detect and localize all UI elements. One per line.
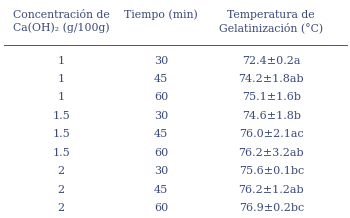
Text: Temperatura de
Gelatinización (°C): Temperatura de Gelatinización (°C) <box>219 10 323 34</box>
Text: 1.5: 1.5 <box>52 111 70 121</box>
Text: 75.6±0.1bc: 75.6±0.1bc <box>239 166 304 176</box>
Text: 30: 30 <box>154 111 168 121</box>
Text: 30: 30 <box>154 56 168 66</box>
Text: 60: 60 <box>154 148 168 158</box>
Text: 76.9±0.2bc: 76.9±0.2bc <box>239 203 304 213</box>
Text: 45: 45 <box>154 184 168 194</box>
Text: Tiempo (min): Tiempo (min) <box>124 10 198 20</box>
Text: 1: 1 <box>58 92 65 102</box>
Text: 1.5: 1.5 <box>52 129 70 139</box>
Text: 1: 1 <box>58 56 65 66</box>
Text: Concentración de
Ca(OH)₂ (g/100g): Concentración de Ca(OH)₂ (g/100g) <box>13 10 110 33</box>
Text: 76.2±3.2ab: 76.2±3.2ab <box>238 148 304 158</box>
Text: 74.2±1.8ab: 74.2±1.8ab <box>238 74 304 84</box>
Text: 75.1±1.6b: 75.1±1.6b <box>242 92 301 102</box>
Text: 2: 2 <box>58 203 65 213</box>
Text: 2: 2 <box>58 166 65 176</box>
Text: 72.4±0.2a: 72.4±0.2a <box>242 56 301 66</box>
Text: 76.2±1.2ab: 76.2±1.2ab <box>238 184 304 194</box>
Text: 60: 60 <box>154 203 168 213</box>
Text: 30: 30 <box>154 166 168 176</box>
Text: 2: 2 <box>58 184 65 194</box>
Text: 76.0±2.1ac: 76.0±2.1ac <box>239 129 304 139</box>
Text: 1.5: 1.5 <box>52 148 70 158</box>
Text: 45: 45 <box>154 129 168 139</box>
Text: 1: 1 <box>58 74 65 84</box>
Text: 45: 45 <box>154 74 168 84</box>
Text: 60: 60 <box>154 92 168 102</box>
Text: 74.6±1.8b: 74.6±1.8b <box>242 111 301 121</box>
